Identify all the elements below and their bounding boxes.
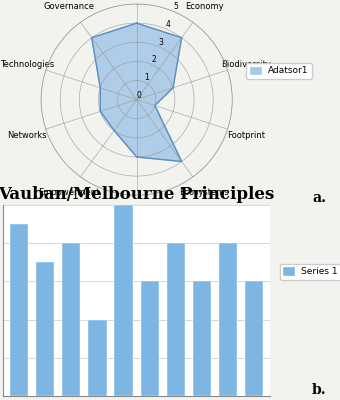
Legend: Series 1: Series 1 [280, 264, 340, 280]
Bar [10, 224, 28, 396]
Title: Vauban/Melbourne Principles: Vauban/Melbourne Principles [0, 186, 275, 203]
Legend: Adatsor1: Adatsor1 [246, 63, 312, 79]
Bar [88, 320, 107, 396]
Bar [219, 243, 237, 396]
Text: b.: b. [312, 383, 326, 397]
Bar [245, 281, 264, 396]
Bar [36, 262, 54, 396]
Bar [193, 281, 211, 396]
Bar [141, 281, 159, 396]
Polygon shape [92, 23, 182, 162]
Bar [167, 243, 185, 396]
Bar [115, 205, 133, 396]
Text: a.: a. [312, 191, 326, 205]
Bar [62, 243, 81, 396]
